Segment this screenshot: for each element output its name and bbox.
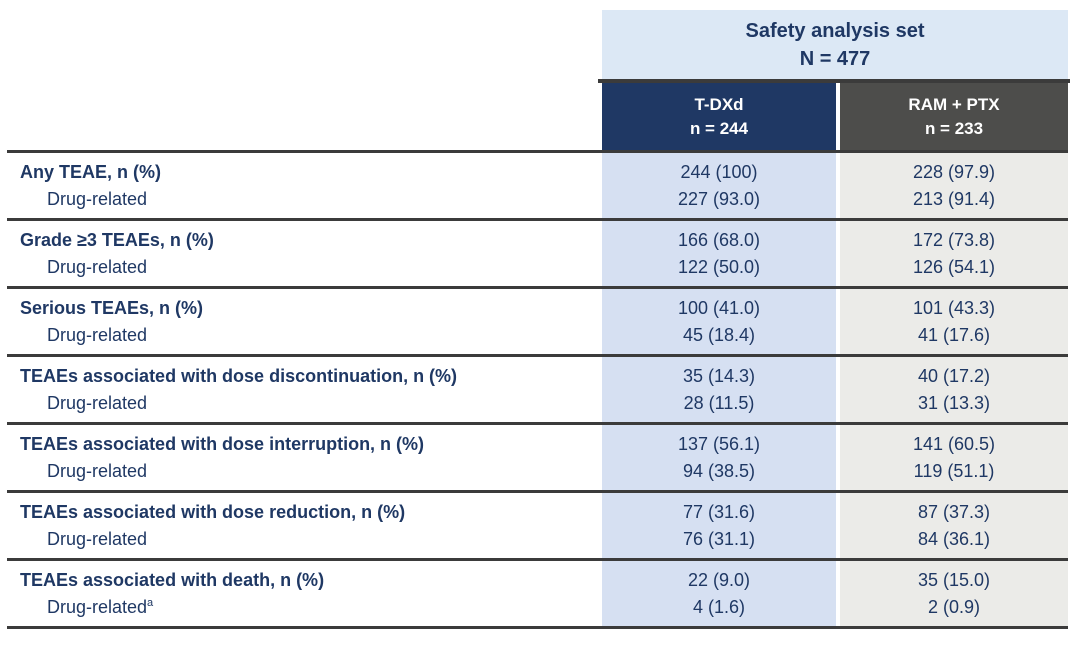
table-row-group: TEAEs associated with dose discontinuati…: [7, 354, 1068, 422]
ram-ptx-value-cell: 141 (60.5) 119 (51.1): [840, 425, 1068, 490]
tdxd-value-cell: 22 (9.0) 4 (1.6): [602, 561, 836, 626]
row-label: Serious TEAEs, n (%): [20, 297, 204, 318]
row-label: Any TEAE, n (%): [20, 161, 162, 182]
row-sublabel: Drug-related: [7, 390, 602, 417]
header-rule: [598, 79, 1070, 83]
tdxd-drug-related-value: 4 (1.6): [692, 596, 746, 617]
tdxd-n: n = 244: [689, 118, 749, 138]
ram-ptx-drug-related-value: 213 (91.4): [912, 188, 996, 209]
row-sublabel: Drug-related: [7, 254, 602, 281]
row-sublabel: Drug-related: [7, 322, 602, 349]
row-label-cell: Serious TEAEs, n (%) Drug-related: [7, 289, 602, 354]
ram-ptx-value: 40 (17.2): [917, 365, 991, 386]
tdxd-value-cell: 137 (56.1) 94 (38.5): [602, 425, 836, 490]
row-label: TEAEs associated with dose discontinuati…: [20, 365, 458, 386]
ram-ptx-drug-related-value: 84 (36.1): [917, 528, 991, 549]
ram-ptx-drug-related-value: 119 (51.1): [913, 460, 995, 481]
ram-ptx-value: 87 (37.3): [917, 501, 991, 522]
row-label-cell: TEAEs associated with dose interruption,…: [7, 425, 602, 490]
drug-related-label: Drug-related: [47, 188, 148, 209]
table-row-group: Grade ≥3 TEAEs, n (%) Drug-related 166 (…: [7, 218, 1068, 286]
ram-ptx-name: RAM + PTX: [908, 94, 1000, 114]
row-label: TEAEs associated with dose reduction, n …: [20, 501, 406, 522]
column-divider: [836, 425, 840, 490]
ram-ptx-value: 35 (15.0): [917, 569, 991, 590]
tdxd-value-cell: 244 (100) 227 (93.0): [602, 153, 836, 218]
tdxd-value-cell: 77 (31.6) 76 (31.1): [602, 493, 836, 558]
tdxd-value: 100 (41.0): [677, 297, 761, 318]
tdxd-value: 166 (68.0): [677, 229, 761, 250]
table-row-group: TEAEs associated with dose interruption,…: [7, 422, 1068, 490]
column-header-row: T-DXd n = 244 RAM + PTX n = 233: [602, 83, 1068, 150]
tdxd-value: 22 (9.0): [687, 569, 751, 590]
tdxd-value: 137 (56.1): [677, 433, 761, 454]
ram-ptx-value-cell: 87 (37.3) 84 (36.1): [840, 493, 1068, 558]
ram-ptx-n: n = 233: [924, 118, 984, 138]
ram-ptx-value-cell: 35 (15.0) 2 (0.9): [840, 561, 1068, 626]
ram-ptx-drug-related-value: 41 (17.6): [917, 324, 991, 345]
ram-ptx-value: 172 (73.8): [912, 229, 996, 250]
column-divider: [836, 289, 840, 354]
column-divider: [836, 493, 840, 558]
tdxd-name: T-DXd: [694, 94, 744, 114]
tdxd-value-cell: 35 (14.3) 28 (11.5): [602, 357, 836, 422]
group-header-band: Safety analysis set N = 477: [602, 10, 1068, 79]
row-label-cell: TEAEs associated with dose discontinuati…: [7, 357, 602, 422]
ram-ptx-value-cell: 172 (73.8) 126 (54.1): [840, 221, 1068, 286]
tdxd-drug-related-value: 76 (31.1): [682, 528, 756, 549]
ram-ptx-value-cell: 101 (43.3) 41 (17.6): [840, 289, 1068, 354]
row-label: TEAEs associated with dose interruption,…: [20, 433, 425, 454]
table-body: Any TEAE, n (%) Drug-related 244 (100) 2…: [7, 150, 1068, 629]
row-label-cell: Grade ≥3 TEAEs, n (%) Drug-related: [7, 221, 602, 286]
column-divider: [836, 221, 840, 286]
row-sublabel: Drug-related: [7, 186, 602, 213]
ram-ptx-drug-related-value: 31 (13.3): [917, 392, 991, 413]
table-row-group: Any TEAE, n (%) Drug-related 244 (100) 2…: [7, 150, 1068, 218]
column-header-ram-ptx: RAM + PTX n = 233: [840, 83, 1068, 150]
row-label-cell: Any TEAE, n (%) Drug-related: [7, 153, 602, 218]
tdxd-value: 35 (14.3): [682, 365, 756, 386]
tdxd-value-cell: 166 (68.0) 122 (50.0): [602, 221, 836, 286]
ram-ptx-value: 101 (43.3): [912, 297, 996, 318]
tdxd-drug-related-value: 45 (18.4): [682, 324, 756, 345]
tdxd-drug-related-value: 94 (38.5): [682, 460, 756, 481]
column-header-tdxd: T-DXd n = 244: [602, 83, 836, 150]
tdxd-value: 77 (31.6): [682, 501, 756, 522]
column-divider: [836, 153, 840, 218]
drug-related-label: Drug-related: [47, 324, 148, 345]
table-row-group: Serious TEAEs, n (%) Drug-related 100 (4…: [7, 286, 1068, 354]
row-label: Grade ≥3 TEAEs, n (%): [20, 229, 214, 250]
drug-related-label: Drug-related: [47, 596, 148, 617]
column-divider: [836, 83, 840, 150]
tdxd-drug-related-value: 28 (11.5): [683, 392, 755, 413]
table-row-group: TEAEs associated with dose reduction, n …: [7, 490, 1068, 558]
ram-ptx-value: 228 (97.9): [912, 161, 996, 182]
column-divider: [836, 357, 840, 422]
drug-related-label: Drug-related: [47, 528, 148, 549]
row-sublabel: Drug-related: [7, 526, 602, 553]
row-label: TEAEs associated with death, n (%): [20, 569, 325, 590]
drug-related-label: Drug-related: [47, 256, 148, 277]
row-sublabel: Drug-relateda: [7, 594, 602, 621]
table-row-group: TEAEs associated with death, n (%) Drug-…: [7, 558, 1068, 626]
footnote-marker: a: [147, 596, 154, 609]
drug-related-label: Drug-related: [47, 460, 148, 481]
row-label-cell: TEAEs associated with death, n (%) Drug-…: [7, 561, 602, 626]
column-divider: [836, 561, 840, 626]
tdxd-drug-related-value: 122 (50.0): [677, 256, 761, 277]
tdxd-value-cell: 100 (41.0) 45 (18.4): [602, 289, 836, 354]
tdxd-drug-related-value: 227 (93.0): [677, 188, 761, 209]
drug-related-label: Drug-related: [47, 392, 148, 413]
group-header-n: N = 477: [799, 47, 871, 70]
ram-ptx-value-cell: 40 (17.2) 31 (13.3): [840, 357, 1068, 422]
tdxd-value: 244 (100): [680, 161, 758, 182]
ram-ptx-drug-related-value: 126 (54.1): [912, 256, 996, 277]
group-header-title: Safety analysis set: [745, 19, 925, 42]
row-label-cell: TEAEs associated with dose reduction, n …: [7, 493, 602, 558]
ram-ptx-value-cell: 228 (97.9) 213 (91.4): [840, 153, 1068, 218]
row-sublabel: Drug-related: [7, 458, 602, 485]
ram-ptx-drug-related-value: 2 (0.9): [927, 596, 981, 617]
ram-ptx-value: 141 (60.5): [912, 433, 996, 454]
